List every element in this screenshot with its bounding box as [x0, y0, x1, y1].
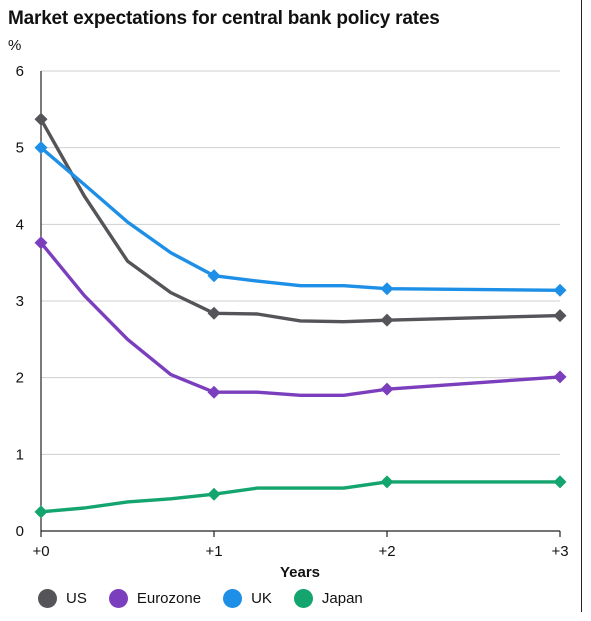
y-tick-label: 4: [16, 216, 24, 233]
legend-swatch: [223, 589, 243, 608]
data-point-japan: [553, 475, 567, 489]
data-point-us: [380, 313, 394, 327]
y-tick-label: 3: [16, 293, 24, 310]
legend: US Eurozone UK Japan: [38, 589, 385, 608]
data-point-eurozone: [380, 382, 394, 396]
chart-title: Market expectations for central bank pol…: [8, 8, 440, 29]
legend-item-uk: UK: [223, 589, 272, 608]
data-point-eurozone: [553, 370, 567, 384]
legend-label: Japan: [321, 590, 363, 607]
y-tick-label: 0: [16, 523, 24, 540]
data-point-uk: [207, 269, 221, 283]
data-point-japan: [34, 505, 48, 519]
legend-item-us: US: [38, 589, 87, 608]
y-tick-label: 2: [16, 370, 24, 387]
series-line-eurozone: [39, 240, 562, 397]
data-point-eurozone: [34, 236, 48, 250]
data-point-us: [553, 309, 567, 323]
legend-label: UK: [251, 590, 272, 607]
series-line-us: [39, 117, 562, 324]
x-tick-label: +0: [32, 543, 49, 560]
data-point-us: [207, 306, 221, 320]
legend-swatch: [293, 589, 313, 608]
legend-item-eurozone: Eurozone: [108, 589, 202, 608]
data-point-japan: [207, 487, 221, 501]
legend-swatch: [108, 589, 128, 608]
data-point-us: [34, 112, 48, 126]
x-tick-label: +1: [205, 543, 222, 560]
data-point-uk: [553, 283, 567, 297]
data-point-eurozone: [207, 385, 221, 399]
x-tick-label: +3: [551, 543, 568, 560]
legend-swatch: [38, 589, 57, 608]
data-point-japan: [380, 475, 394, 489]
series-line-uk: [39, 145, 562, 292]
legend-label: US: [66, 590, 87, 607]
y-tick-label: 1: [16, 446, 24, 463]
y-axis-unit: %: [8, 37, 22, 54]
series-line-japan: [39, 480, 562, 514]
legend-item-japan: Japan: [293, 589, 363, 608]
data-point-uk: [380, 282, 394, 296]
y-tick-label: 6: [16, 63, 24, 80]
y-tick-label: 5: [16, 140, 24, 157]
x-axis-title: Years: [279, 564, 321, 581]
legend-label: Eurozone: [136, 590, 202, 607]
x-tick-label: +2: [378, 543, 395, 560]
data-point-uk: [34, 141, 48, 155]
frame-right-rule: [581, 0, 582, 612]
